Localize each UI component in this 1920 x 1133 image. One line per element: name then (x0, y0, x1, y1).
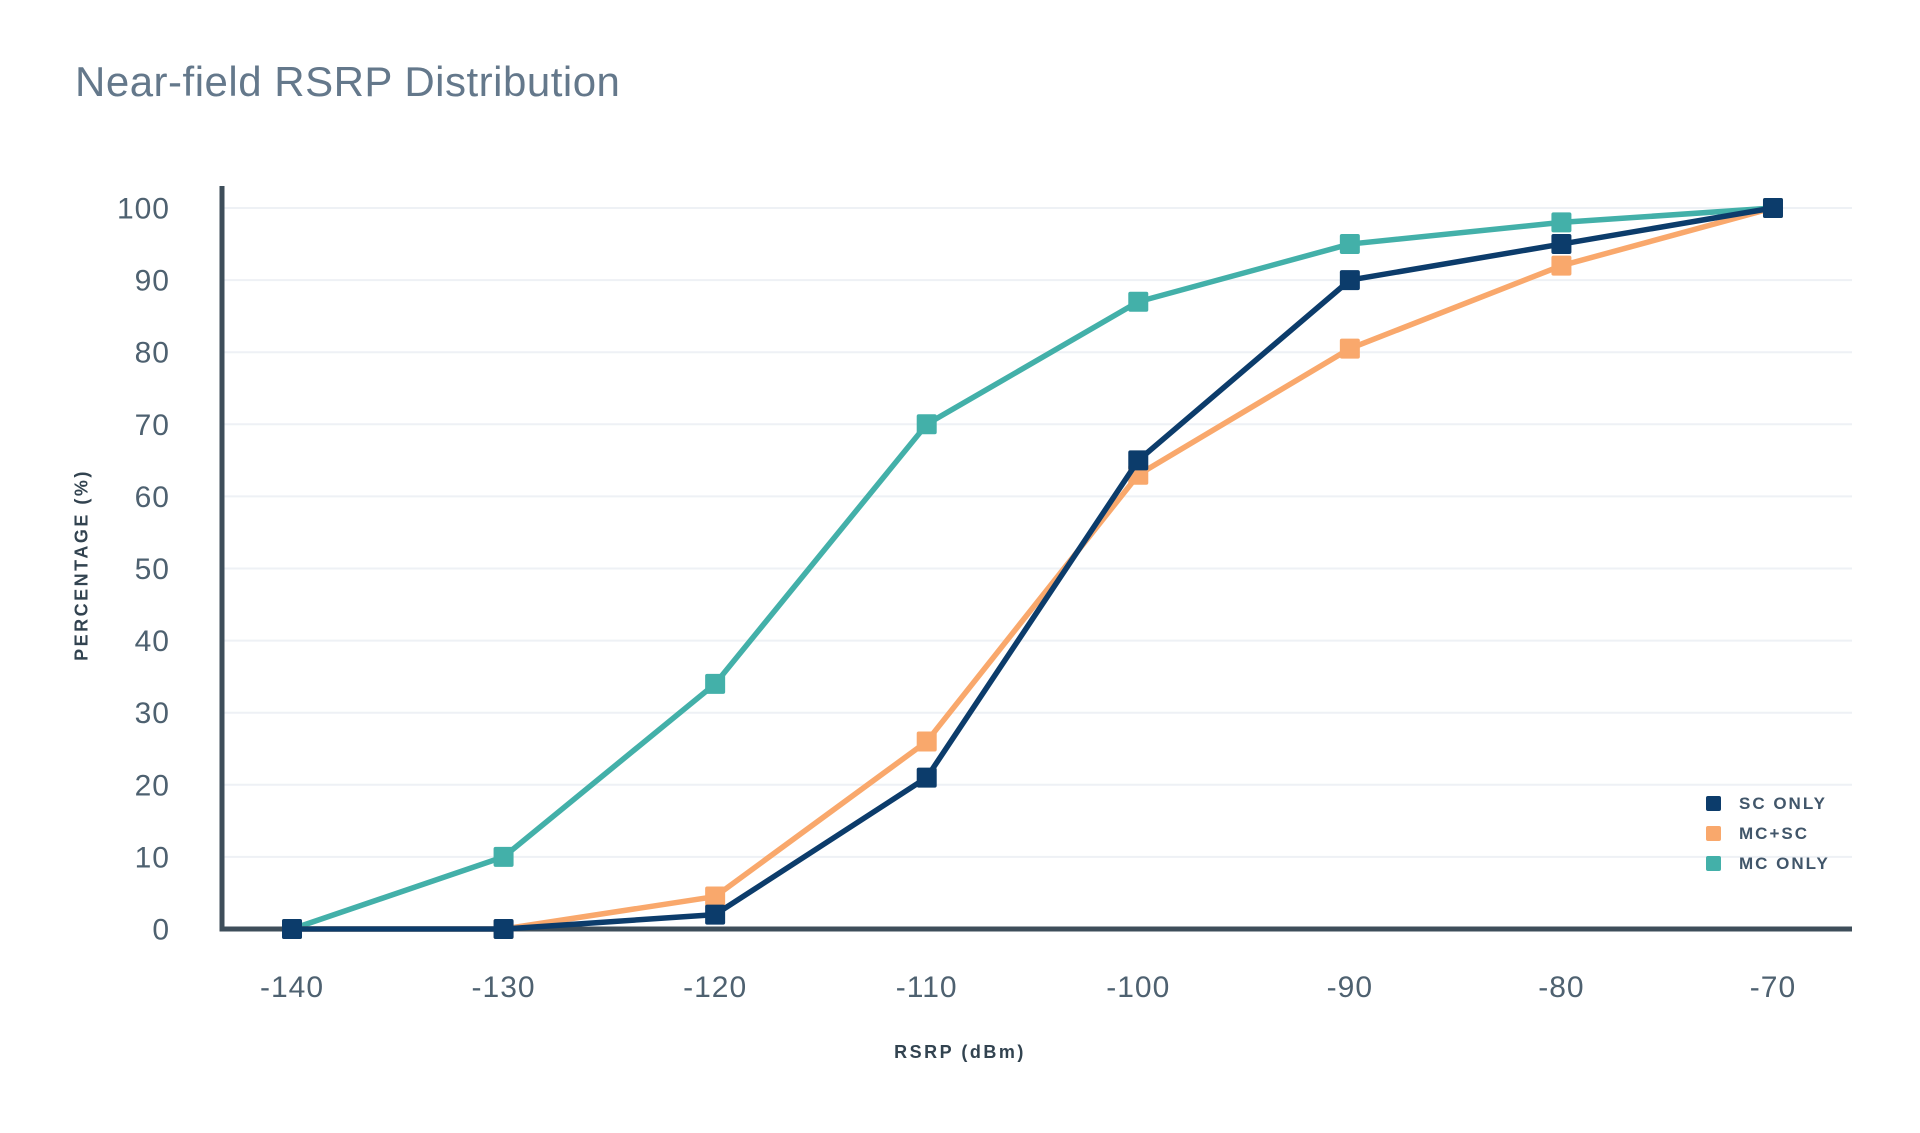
data-point-marker-mc-only (1551, 212, 1572, 233)
data-point-marker-sc-only (916, 767, 937, 788)
x-tick-label: -130 (472, 971, 536, 1004)
legend-item-sc-only: SC ONLY (1706, 794, 1830, 813)
data-point-marker-sc-only (1762, 198, 1783, 218)
data-point-marker-mc-sc (916, 731, 937, 752)
y-tick-label: 80 (135, 337, 170, 370)
y-tick-label: 60 (135, 481, 170, 514)
y-tick-label: 40 (135, 625, 170, 658)
legend-label-mc-sc: MC+SC (1739, 824, 1809, 843)
y-tick-label: 10 (135, 841, 170, 874)
y-tick-label: 20 (135, 769, 170, 802)
data-point-marker-sc-only (705, 904, 726, 925)
legend-swatch-mc-sc (1706, 826, 1721, 841)
data-point-marker-mc-only (493, 846, 514, 867)
data-point-marker-sc-only (1128, 450, 1149, 471)
legend-item-mc-sc: MC+SC (1706, 824, 1830, 843)
chart-title: Near-field RSRP Distribution (75, 58, 621, 105)
series-line-sc-only (292, 205, 1774, 932)
axes (219, 186, 1852, 932)
series-sc-only (282, 198, 1783, 939)
data-point-marker-sc-only (1551, 234, 1572, 255)
legend-label-sc-only: SC ONLY (1739, 794, 1828, 813)
legend-swatch-mc-only (1706, 856, 1721, 871)
x-tick-label: -80 (1538, 971, 1584, 1004)
data-point-marker-sc-only (493, 919, 514, 939)
data-point-marker-mc-sc (1551, 255, 1572, 276)
y-tick-label: 30 (135, 697, 170, 730)
data-point-marker-mc-only (1339, 234, 1360, 255)
y-axis-title: PERCENTAGE (%) (71, 469, 92, 661)
x-tick-label: -140 (260, 971, 324, 1004)
y-tick-label: 100 (117, 193, 170, 226)
data-point-marker-mc-only (1128, 291, 1149, 312)
legend-swatch-sc-only (1706, 796, 1721, 811)
gridlines (222, 207, 1852, 858)
y-tick-label: 50 (135, 553, 170, 586)
x-axis-title: RSRP (dBm) (894, 1042, 1026, 1062)
x-tick-label: -90 (1327, 971, 1373, 1004)
data-point-marker-mc-sc (1339, 338, 1360, 359)
y-axis-tick-labels: 0 10 20 30 40 50 60 70 80 90 100 (117, 193, 170, 947)
series-line-mc-only (291, 205, 1774, 932)
x-tick-label: -100 (1106, 971, 1170, 1004)
series-line-mc-sc (292, 205, 1774, 932)
data-point-marker-mc-only (916, 414, 937, 435)
y-tick-label: 90 (135, 265, 170, 298)
x-tick-label: -70 (1750, 971, 1796, 1004)
legend-label-mc-only: MC ONLY (1739, 854, 1830, 873)
x-tick-label: -110 (896, 971, 958, 1004)
y-tick-label: 70 (135, 409, 170, 442)
x-axis-tick-labels: -140 -130 -120 -110 -100 -90 -80 -70 (260, 971, 1796, 1004)
legend-item-mc-only: MC ONLY (1706, 854, 1830, 873)
data-point-marker-mc-sc (705, 886, 726, 907)
y-tick-label: 0 (152, 914, 170, 947)
data-point-marker-sc-only (1339, 270, 1360, 291)
data-point-marker-mc-only (705, 673, 726, 694)
legend: SC ONLY MC+SC MC ONLY (1706, 794, 1830, 873)
x-tick-label: -120 (683, 971, 747, 1004)
data-point-marker-sc-only (282, 919, 302, 939)
